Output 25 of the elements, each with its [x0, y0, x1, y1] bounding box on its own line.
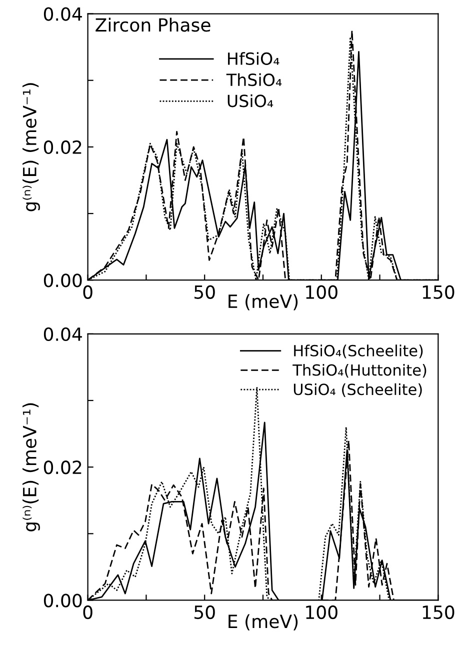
- y-tick-label: 0.04: [44, 327, 82, 342]
- legend-label: HfSiO₄(Scheelite): [294, 344, 423, 358]
- x-tick-label: 150: [422, 605, 454, 620]
- x-tick-label: 100: [306, 605, 338, 620]
- x-axis-title: E (meV): [228, 294, 298, 310]
- y-tick-label: 0.02: [44, 460, 82, 474]
- legend-label: ThSiO₄: [226, 73, 282, 86]
- legend-label: USiO₄ (Scheelite): [294, 383, 422, 397]
- legend-label: USiO₄: [228, 94, 274, 108]
- x-tick-label: 100: [306, 285, 338, 299]
- y-tick-label: 0.00: [44, 274, 82, 288]
- x-tick-label: 50: [194, 605, 215, 620]
- y-axis-title: g⁽ⁿ⁾(E) (meV⁻¹): [22, 403, 40, 532]
- x-tick-label: 0: [83, 605, 92, 620]
- x-axis-title: E (meV): [228, 614, 298, 630]
- y-axis-title: g⁽ⁿ⁾(E) (meV⁻¹): [22, 83, 40, 212]
- legend-label: HfSiO₄: [228, 52, 280, 65]
- y-tick-label: 0.00: [44, 594, 82, 608]
- x-tick-label: 150: [422, 285, 454, 299]
- annotation: Zircon Phase: [96, 18, 210, 32]
- legend-label: ThSiO₄(Huttonite): [292, 364, 426, 378]
- x-tick-label: 0: [83, 285, 92, 299]
- x-tick-label: 50: [194, 285, 215, 299]
- y-tick-label: 0.04: [44, 7, 82, 21]
- y-tick-label: 0.02: [44, 140, 82, 154]
